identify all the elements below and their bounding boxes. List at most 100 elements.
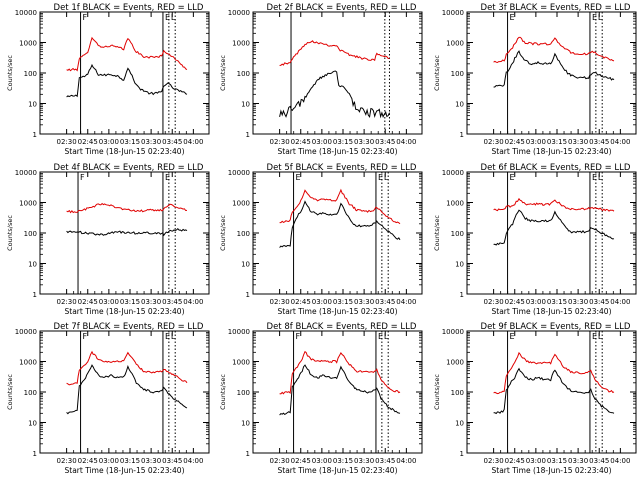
panel-det-6: Det 6f BLACK = Events, RED = LLD Counts/s… — [433, 163, 637, 316]
x-tick-label: 03:15 — [547, 138, 567, 146]
panel-title: Det 4f BLACK = Events, RED = LLD — [54, 163, 204, 173]
panel-title: Det 1f BLACK = Events, RED = LLD — [54, 3, 204, 13]
y-tick-label: 1 — [460, 291, 464, 299]
time-marker-label: L — [384, 332, 389, 341]
panel-det-2: Det 2f BLACK = Events, RED = LLD Counts/s… — [219, 3, 423, 156]
time-marker-label: E — [165, 173, 170, 182]
y-tick-label: 10000 — [15, 9, 37, 17]
y-tick-label: 10 — [241, 101, 250, 109]
series-lld-line — [493, 351, 615, 395]
plot-frame — [252, 11, 423, 135]
panel-det-8: Det 8f BLACK = Events, RED = LLD Counts/s… — [219, 322, 423, 475]
y-tick-label: 1000 — [232, 40, 250, 48]
x-tick-label: 03:30 — [354, 138, 374, 146]
y-axis-label: Counts/sec — [433, 374, 441, 410]
time-marker-label: E — [592, 332, 597, 341]
series-events-line — [279, 200, 401, 248]
x-tick-label: 04:00 — [183, 298, 203, 306]
x-tick-label: 02:45 — [291, 298, 311, 306]
x-tick-label: 03:45 — [162, 457, 182, 465]
series-lld-line — [66, 202, 188, 214]
x-tick-label: 02:45 — [78, 138, 98, 146]
panel-title: Det 8f BLACK = Events, RED = LLD — [267, 322, 417, 332]
x-tick-label: 03:00 — [526, 138, 546, 146]
series-events-line — [66, 364, 188, 415]
series-lld-line — [279, 188, 401, 225]
panel-title: Det 6f BLACK = Events, RED = LLD — [481, 163, 631, 173]
x-tick-label: 03:00 — [312, 298, 332, 306]
x-tick-label: 02:30 — [57, 138, 77, 146]
y-tick-label: 100 — [24, 389, 37, 397]
y-tick-label: 1 — [246, 450, 250, 458]
time-marker-label: F — [296, 332, 301, 341]
series-lld-line — [279, 350, 401, 395]
y-axis-label: Counts/sec — [219, 55, 227, 91]
y-tick-label: 10 — [28, 420, 37, 428]
y-tick-label: 100 — [451, 230, 464, 238]
y-tick-label: 10 — [241, 261, 250, 269]
panel-title: Det 3f BLACK = Events, RED = LLD — [481, 3, 631, 13]
x-tick-label: 02:30 — [484, 298, 504, 306]
x-tick-label: 03:00 — [99, 138, 119, 146]
x-axis-label: Start Time (18-Jun-15 02:23:40) — [65, 147, 185, 156]
y-tick-label: 10 — [241, 420, 250, 428]
time-marker-label: L — [598, 13, 603, 22]
y-tick-label: 10 — [28, 261, 37, 269]
y-tick-label: 10000 — [442, 169, 464, 177]
y-axis-label: Counts/sec — [6, 374, 14, 410]
panel-title: Det 5f BLACK = Events, RED = LLD — [267, 163, 417, 173]
x-tick-label: 02:45 — [505, 298, 525, 306]
y-tick-label: 10000 — [442, 328, 464, 336]
time-marker-label: E — [510, 13, 515, 22]
time-marker-label: L — [384, 173, 389, 182]
x-tick-label: 03:45 — [589, 457, 609, 465]
x-tick-label: 03:45 — [162, 138, 182, 146]
y-axis-label: Counts/sec — [433, 55, 441, 91]
plot-frame — [466, 11, 637, 135]
y-tick-label: 1 — [460, 131, 464, 139]
x-tick-label: 03:15 — [547, 457, 567, 465]
series-events-line — [493, 209, 615, 246]
panel-det-1: Det 1f BLACK = Events, RED = LLD Counts/s… — [6, 3, 210, 156]
y-tick-label: 10000 — [228, 328, 250, 336]
time-marker-label: L — [598, 332, 603, 341]
time-marker-label: E — [165, 13, 170, 22]
x-tick-label: 03:45 — [375, 298, 395, 306]
plot-frame — [252, 330, 423, 454]
x-tick-label: 03:45 — [375, 138, 395, 146]
x-tick-label: 04:00 — [610, 138, 630, 146]
y-tick-label: 100 — [24, 70, 37, 78]
x-axis-label: Start Time (18-Jun-15 02:23:40) — [65, 307, 185, 316]
y-axis-label: Counts/sec — [6, 55, 14, 91]
x-tick-label: 02:30 — [270, 457, 290, 465]
x-tick-label: 03:15 — [120, 138, 140, 146]
x-tick-label: 02:45 — [78, 298, 98, 306]
y-axis-label: Counts/sec — [433, 215, 441, 251]
y-axis-label: Counts/sec — [219, 374, 227, 410]
y-tick-label: 100 — [237, 389, 250, 397]
y-tick-label: 1000 — [232, 200, 250, 208]
y-tick-label: 10000 — [15, 328, 37, 336]
x-tick-label: 03:00 — [526, 457, 546, 465]
x-tick-label: 02:30 — [57, 298, 77, 306]
y-tick-label: 1 — [246, 131, 250, 139]
x-tick-label: 03:30 — [354, 457, 374, 465]
time-marker-label: L — [171, 332, 176, 341]
x-tick-label: 03:00 — [312, 138, 332, 146]
x-tick-label: 04:00 — [396, 457, 416, 465]
x-tick-label: 04:00 — [396, 138, 416, 146]
x-axis-label: Start Time (18-Jun-15 02:23:40) — [278, 466, 398, 475]
plot-frame — [39, 330, 210, 454]
x-tick-label: 03:45 — [589, 298, 609, 306]
y-tick-label: 1 — [33, 450, 37, 458]
x-tick-label: 03:45 — [375, 457, 395, 465]
series-events-line — [493, 50, 615, 88]
time-marker-label: L — [171, 13, 176, 22]
x-tick-label: 03:30 — [568, 298, 588, 306]
y-tick-label: 10000 — [442, 9, 464, 17]
x-tick-label: 02:30 — [270, 138, 290, 146]
y-tick-label: 1000 — [19, 359, 37, 367]
x-axis-label: Start Time (18-Jun-15 02:23:40) — [492, 147, 612, 156]
y-axis-label: Counts/sec — [6, 215, 14, 251]
